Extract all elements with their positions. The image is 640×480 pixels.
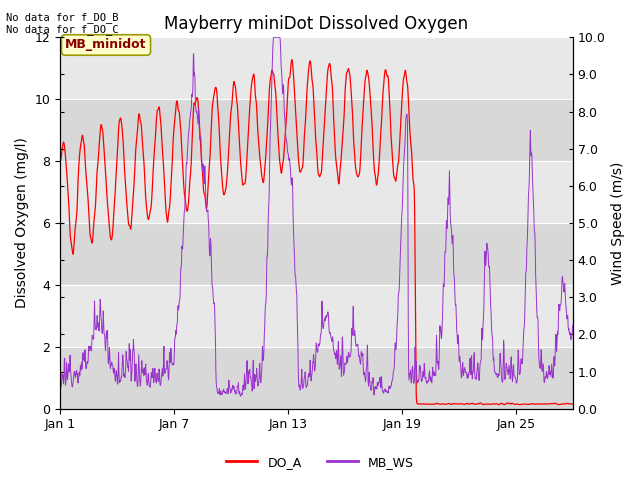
Bar — [60, 347, 573, 408]
Text: MB_minidot: MB_minidot — [65, 38, 147, 51]
Text: No data for f_DO_C: No data for f_DO_C — [6, 24, 119, 35]
Bar — [60, 223, 573, 285]
Y-axis label: Wind Speed (m/s): Wind Speed (m/s) — [611, 161, 625, 285]
Title: Mayberry miniDot Dissolved Oxygen: Mayberry miniDot Dissolved Oxygen — [164, 15, 468, 33]
Text: No data for f_DO_B: No data for f_DO_B — [6, 12, 119, 23]
Legend: DO_A, MB_WS: DO_A, MB_WS — [221, 451, 419, 474]
Y-axis label: Dissolved Oxygen (mg/l): Dissolved Oxygen (mg/l) — [15, 138, 29, 309]
Bar — [60, 99, 573, 161]
Bar — [60, 285, 573, 347]
X-axis label: Time: Time — [596, 435, 630, 449]
Bar — [60, 37, 573, 99]
Bar — [60, 161, 573, 223]
